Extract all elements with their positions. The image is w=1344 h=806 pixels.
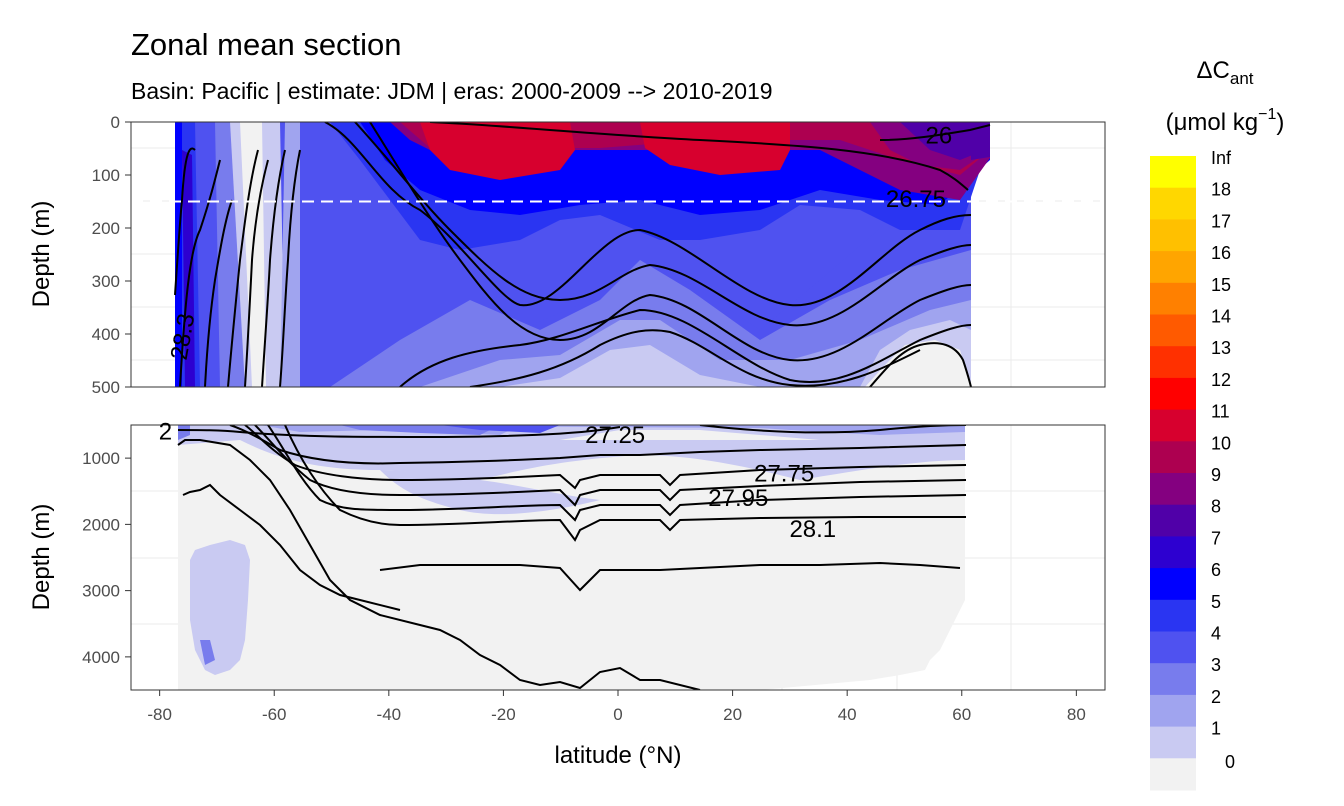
legend-unit-close: )	[1276, 109, 1284, 136]
legend-unit-open: (μmol kg	[1166, 109, 1259, 136]
legend-key	[1150, 758, 1196, 791]
legend-label: 5	[1211, 592, 1221, 612]
lower-isopycnals	[177, 425, 967, 690]
upper-field	[175, 122, 990, 387]
legend-label: 18	[1211, 180, 1231, 200]
y-tick-label: 2000	[82, 515, 120, 534]
legend-label: 17	[1211, 211, 1231, 231]
y-tick-label: 100	[92, 166, 120, 185]
legend-key	[1150, 314, 1196, 347]
legend-key	[1150, 346, 1196, 379]
y-axis-ticks: 0 100 200 300 400 500 1000 2000 3000 4000	[82, 113, 131, 667]
x-tick-label: 0	[613, 705, 622, 724]
x-axis-ticks: -80 -60 -40 -20 0 20 40 60 80	[147, 690, 1086, 724]
legend-key	[1150, 536, 1196, 569]
legend-key	[1150, 409, 1196, 442]
legend-title: ΔCant	[1196, 57, 1253, 88]
legend-key	[1150, 251, 1196, 284]
isopycnal-label: 27.95	[708, 485, 768, 512]
y-axis-title-lower: Depth (m)	[28, 504, 55, 611]
legend-label: 10	[1211, 433, 1231, 453]
x-tick-label: -60	[262, 705, 287, 724]
y-tick-label: 0	[111, 113, 120, 132]
upper-isopycnals	[174, 122, 991, 387]
isopycnal-label: 27.25	[585, 422, 645, 449]
upper-panel	[130, 121, 1106, 388]
y-tick-label: 200	[92, 219, 120, 238]
x-tick-label: 40	[838, 705, 857, 724]
legend-label: 3	[1211, 655, 1221, 675]
y-tick-label: 4000	[82, 648, 120, 667]
legend-key	[1150, 694, 1196, 728]
legend-unit: (μmol kg−1)	[1166, 106, 1285, 136]
chart-title: Zonal mean section	[131, 27, 402, 62]
y-axis-title-upper: Depth (m)	[28, 201, 55, 308]
legend-key	[1150, 663, 1196, 696]
legend: ΔCant (μmol kg−1) Inf1817161514131211109…	[1150, 57, 1284, 791]
legend-key	[1150, 473, 1196, 506]
upper-panel-border	[130, 121, 1106, 388]
legend-unit-sup: −1	[1258, 106, 1276, 123]
legend-key	[1150, 377, 1196, 411]
legend-key	[1150, 441, 1196, 474]
legend-label: 4	[1211, 624, 1221, 644]
legend-label: 6	[1211, 560, 1221, 580]
isopycnal-label: 28.1	[789, 516, 836, 543]
legend-label: 14	[1211, 307, 1231, 327]
legend-label: 15	[1211, 275, 1231, 295]
isopycnal-label: 27.75	[754, 460, 814, 487]
x-tick-label: 80	[1067, 705, 1086, 724]
legend-key	[1150, 156, 1196, 189]
legend-key	[1150, 504, 1196, 537]
legend-label: 7	[1211, 528, 1221, 548]
x-tick-label: 60	[952, 705, 971, 724]
x-tick-label: -40	[377, 705, 402, 724]
legend-key	[1150, 599, 1196, 632]
legend-key	[1150, 631, 1196, 664]
legend-label: Inf	[1211, 148, 1232, 168]
legend-label: 1	[1211, 719, 1221, 739]
legend-key	[1150, 282, 1196, 315]
legend-label: 16	[1211, 243, 1231, 263]
x-tick-label: 20	[723, 705, 742, 724]
y-tick-label: 3000	[82, 582, 120, 601]
legend-label: 2	[1211, 687, 1221, 707]
legend-key	[1150, 219, 1196, 252]
isopycnal-label: 26.75	[886, 186, 946, 213]
legend-key	[1150, 187, 1196, 220]
legend-label: 11	[1211, 402, 1230, 422]
legend-title-main: ΔC	[1196, 57, 1229, 84]
legend-title-sub: ant	[1230, 69, 1254, 88]
legend-label: 8	[1211, 497, 1221, 517]
legend-label: 13	[1211, 338, 1231, 358]
isopycnal-label: 2	[159, 419, 172, 446]
chart-subtitle: Basin: Pacific | estimate: JDM | eras: 2…	[131, 78, 773, 104]
isopycnal-label: 26	[925, 122, 952, 149]
legend-key	[1150, 568, 1196, 601]
y-tick-label: 500	[92, 378, 120, 397]
y-tick-label: 400	[92, 325, 120, 344]
x-axis-title: latitude (°N)	[555, 742, 682, 769]
legend-label: 12	[1211, 370, 1231, 390]
x-tick-label: -20	[491, 705, 516, 724]
y-tick-label: 1000	[82, 449, 120, 468]
legend-label: 9	[1211, 465, 1221, 485]
lower-panel	[130, 424, 1106, 691]
x-tick-label: -80	[147, 705, 172, 724]
legend-key	[1150, 726, 1196, 759]
y-tick-label: 300	[92, 272, 120, 291]
legend-label: 0	[1225, 752, 1235, 772]
